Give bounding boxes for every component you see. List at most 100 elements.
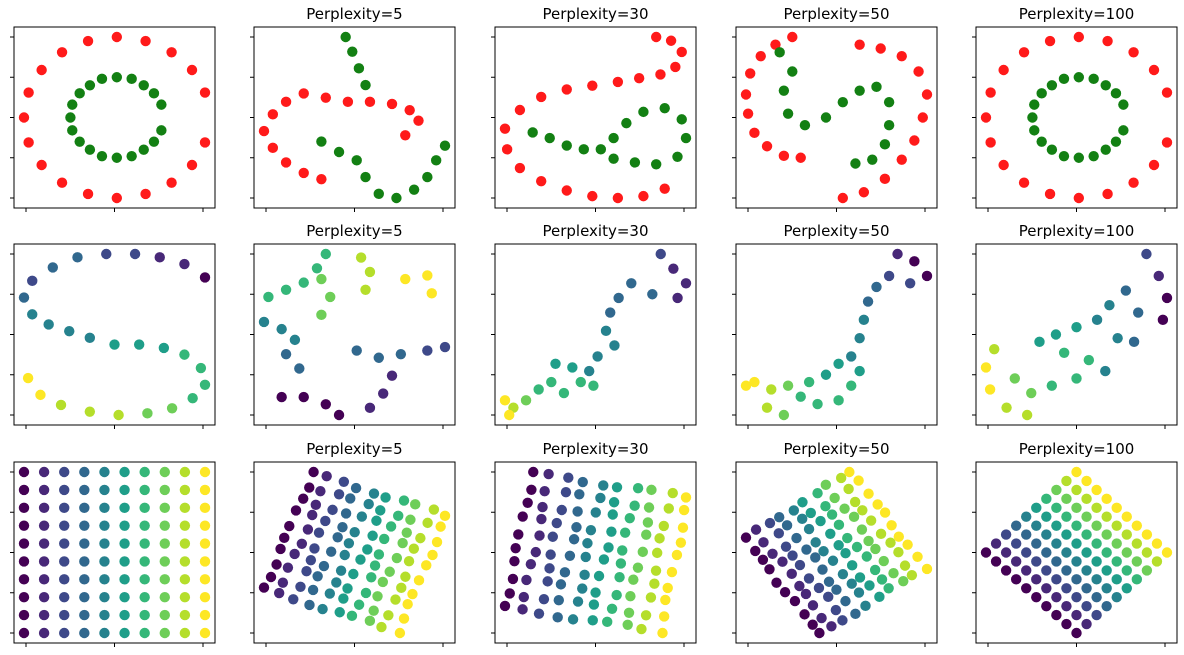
scatter-point — [1100, 80, 1111, 91]
scatter-point — [782, 108, 794, 119]
scatter-point — [59, 592, 70, 603]
scatter-point — [139, 574, 150, 585]
scatter-point — [879, 139, 891, 150]
scatter-point — [876, 574, 888, 585]
scatter-point — [672, 151, 683, 163]
scatter-point — [1061, 475, 1072, 487]
point-group — [740, 466, 933, 639]
scatter-point — [985, 137, 996, 148]
scatter-point — [666, 566, 678, 578]
scatter-point — [422, 517, 433, 529]
scatter-point — [79, 592, 90, 603]
panel-frame — [13, 243, 216, 426]
scatter-point — [353, 63, 365, 74]
scatter-point — [846, 380, 857, 391]
scatter-point — [99, 520, 110, 531]
scatter-point — [199, 556, 211, 567]
scatter-point — [18, 484, 30, 496]
scatter-point — [615, 558, 627, 569]
scatter-point — [658, 611, 670, 622]
scatter-point — [853, 475, 864, 486]
scatter-point — [38, 502, 50, 513]
scatter-point — [779, 587, 791, 598]
scatter-point — [435, 521, 446, 532]
scatter-point — [575, 376, 586, 388]
scatter-point — [551, 517, 562, 529]
scatter-point — [810, 537, 821, 548]
scatter-point — [1071, 556, 1082, 567]
scatter-point — [307, 509, 318, 521]
scatter-point — [43, 319, 54, 330]
scatter-point — [830, 604, 842, 616]
panel-7: Perplexity=30 — [491, 222, 697, 429]
scatter-point — [79, 609, 90, 621]
scatter-point — [139, 538, 150, 549]
scatter-point — [650, 159, 662, 170]
scatter-point — [803, 376, 815, 388]
scatter-point — [572, 506, 583, 517]
scatter-point — [18, 627, 30, 639]
scatter-point — [767, 548, 778, 559]
scatter-point — [507, 573, 519, 585]
scatter-point — [1128, 177, 1139, 188]
panel-5 — [10, 243, 216, 429]
scatter-point — [677, 522, 689, 533]
scatter-point — [139, 627, 150, 639]
scatter-point — [99, 592, 110, 603]
scatter-point — [159, 556, 170, 567]
scatter-point — [782, 380, 794, 391]
scatter-point — [1046, 80, 1058, 91]
scatter-point — [179, 556, 191, 567]
scatter-point — [36, 159, 47, 171]
panel-frame — [494, 26, 697, 209]
scatter-point — [378, 388, 389, 399]
scatter-point — [561, 84, 572, 95]
scatter-point — [766, 384, 777, 395]
scatter-point — [874, 591, 885, 603]
scatter-point — [579, 569, 590, 581]
scatter-point — [316, 136, 327, 147]
scatter-point — [79, 466, 90, 478]
scatter-point — [101, 248, 112, 260]
scatter-point — [578, 144, 589, 155]
scatter-point — [79, 484, 90, 496]
scatter-point — [18, 292, 30, 303]
scatter-point — [280, 284, 292, 295]
scatter-point — [608, 153, 619, 164]
scatter-point — [413, 575, 425, 586]
scatter-point — [778, 409, 790, 421]
scatter-point — [622, 619, 633, 631]
scatter-point — [794, 580, 805, 592]
scatter-point — [544, 563, 555, 574]
scatter-point — [36, 64, 47, 76]
scatter-point — [158, 342, 170, 354]
scatter-point — [883, 270, 895, 282]
scatter-point — [1061, 547, 1072, 558]
scatter-point — [59, 574, 70, 585]
scatter-point — [546, 376, 557, 388]
scatter-point — [818, 546, 829, 557]
scatter-point — [659, 183, 670, 194]
scatter-point — [654, 533, 665, 544]
scatter-point — [159, 592, 170, 603]
scatter-point — [119, 484, 130, 496]
scatter-point — [517, 604, 528, 615]
scatter-point — [525, 558, 537, 570]
scatter-point — [641, 529, 652, 540]
scatter-point — [404, 104, 415, 116]
scatter-point — [1121, 529, 1132, 540]
scatter-point — [632, 483, 644, 494]
scatter-point — [347, 46, 358, 57]
scatter-point — [111, 152, 123, 163]
scatter-point — [499, 123, 511, 134]
scatter-point — [371, 515, 382, 526]
scatter-point — [1111, 556, 1122, 567]
scatter-point — [538, 593, 550, 605]
scatter-point — [624, 512, 635, 524]
scatter-point — [298, 88, 309, 99]
scatter-point — [1141, 547, 1153, 558]
scatter-point — [595, 492, 606, 504]
scatter-point — [408, 543, 420, 554]
scatter-point — [542, 576, 553, 587]
panel-frame — [735, 26, 938, 209]
